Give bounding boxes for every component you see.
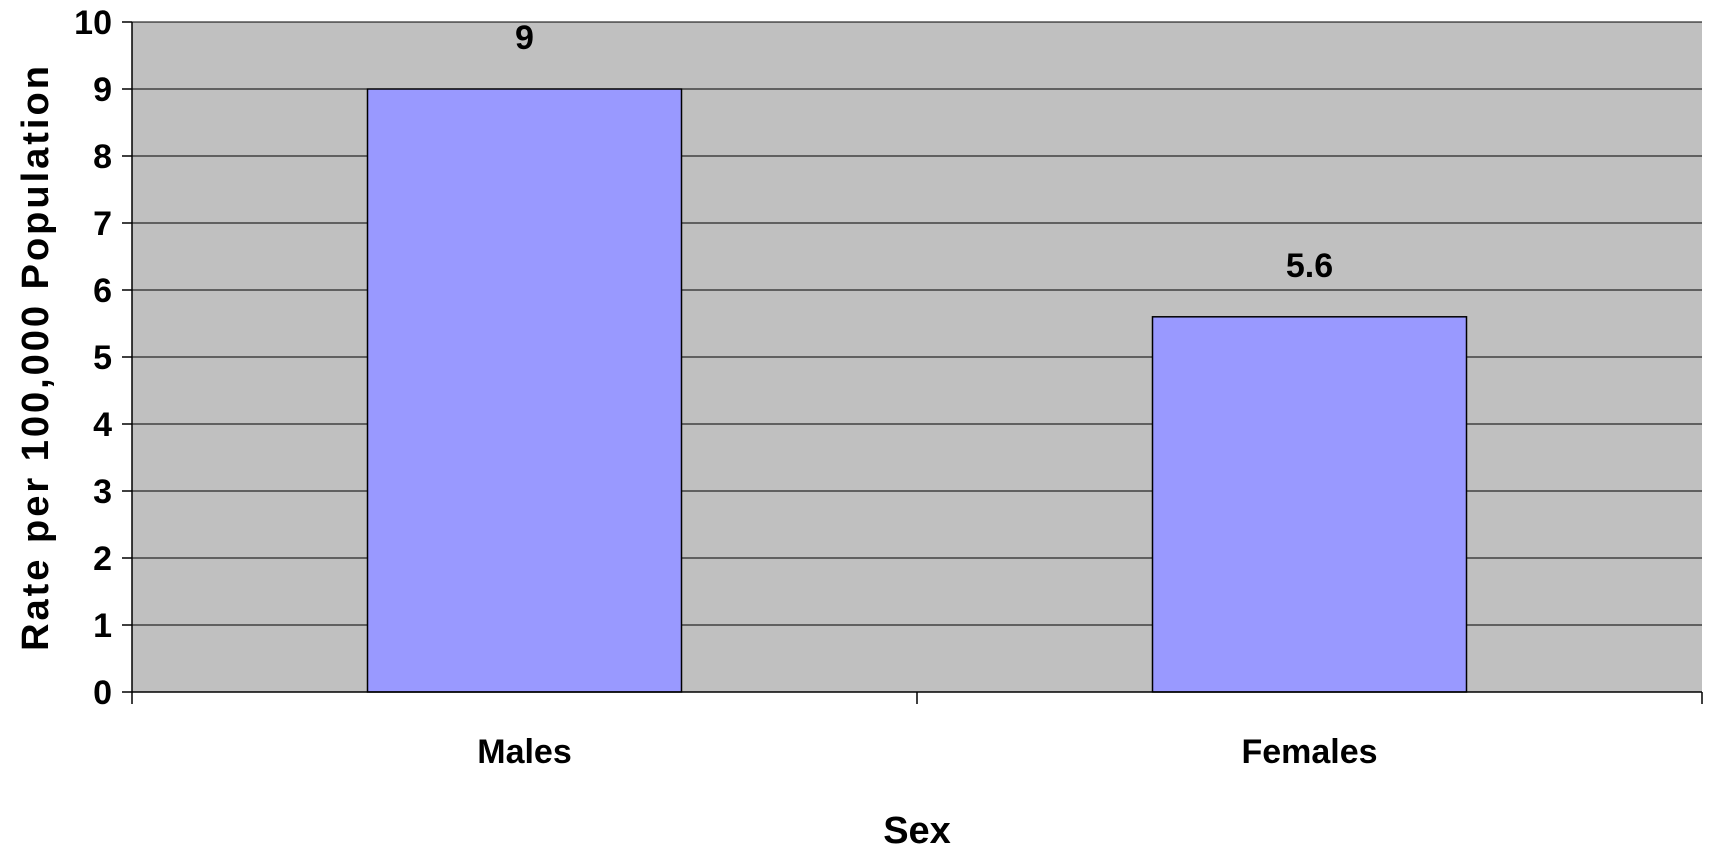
- bar-females: [1151, 316, 1468, 693]
- y-tick-label: 8: [93, 138, 112, 176]
- y-tick-label: 2: [93, 540, 112, 578]
- data-label-males: 9: [515, 19, 534, 57]
- y-tick-label: 5: [93, 339, 112, 377]
- y-tick-label: 3: [93, 473, 112, 511]
- bar-males: [366, 88, 683, 693]
- category-label-males: Males: [477, 733, 572, 771]
- data-labels: 95.6: [515, 19, 1333, 285]
- y-tick-label: 7: [93, 205, 112, 243]
- y-axis-label: Rate per 100,000 Population: [15, 63, 57, 651]
- x-axis: Males Females: [131, 691, 1703, 771]
- y-tick-label: 10: [74, 4, 112, 42]
- y-axis: 0 1 2 3 4 5 6 7 8 9 10: [74, 4, 133, 712]
- y-tick-label: 4: [93, 406, 112, 444]
- y-tick-label: 1: [93, 607, 112, 645]
- y-tick-label: 9: [93, 71, 112, 109]
- category-label-females: Females: [1241, 733, 1377, 771]
- data-label-females: 5.6: [1286, 247, 1333, 285]
- bars: [366, 88, 1468, 693]
- x-axis-label: Sex: [883, 810, 951, 852]
- y-tick-label: 6: [93, 272, 112, 310]
- y-tick-label: 0: [93, 674, 112, 712]
